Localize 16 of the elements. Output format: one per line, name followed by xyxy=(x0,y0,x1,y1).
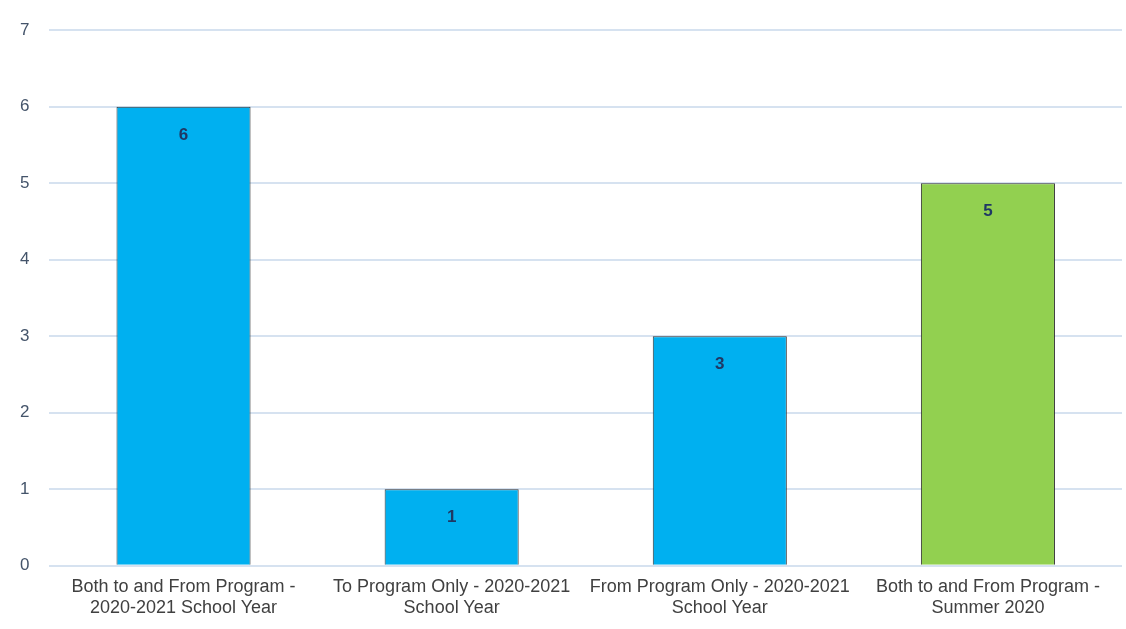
data-label: 1 xyxy=(446,507,457,527)
data-label: 3 xyxy=(715,354,725,374)
y-tick-label: 0 xyxy=(19,555,30,575)
y-tick-label: 5 xyxy=(19,172,30,192)
y-tick-label: 2 xyxy=(19,402,30,422)
x-tick-label: Both to and From Program - Summer 2020 xyxy=(875,575,1100,618)
x-tick-label: Both to and From Program - 2020-2021 School Year xyxy=(71,575,296,618)
x-tick-label: To Program Only - 2020-2021 School Year xyxy=(333,575,571,618)
x-tick-label: From Program Only - 2020-2021 School Year xyxy=(589,575,850,618)
data-label: 6 xyxy=(178,124,189,144)
y-tick-label: 3 xyxy=(19,325,30,345)
y-tick-label: 1 xyxy=(19,478,30,498)
y-tick-label: 7 xyxy=(19,19,30,39)
y-tick-label: 6 xyxy=(19,96,30,116)
y-tick-label: 4 xyxy=(19,249,30,269)
data-label: 5 xyxy=(983,201,993,221)
